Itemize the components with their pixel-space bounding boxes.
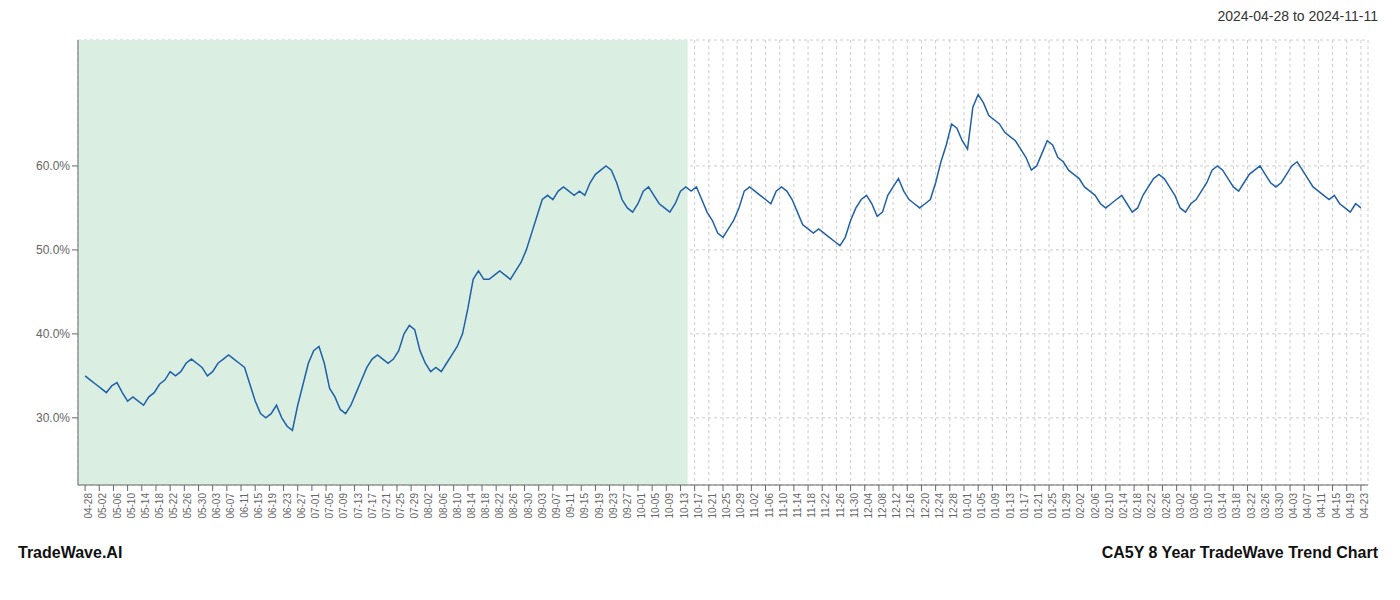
svg-text:01-29: 01-29 [1061, 493, 1072, 519]
svg-text:09-11: 09-11 [565, 493, 576, 518]
html-text:TradeWave.AI: TradeWave.AI [18, 544, 123, 561]
svg-text:03-06: 03-06 [1189, 493, 1200, 519]
svg-text:07-05: 07-05 [324, 493, 335, 519]
svg-text:08-10: 08-10 [452, 493, 463, 519]
svg-text:30.0%: 30.0% [36, 411, 70, 425]
svg-text:09-19: 09-19 [594, 493, 605, 519]
svg-text:05-30: 05-30 [197, 493, 208, 519]
svg-text:11-10: 11-10 [778, 493, 789, 518]
svg-text:12-08: 12-08 [877, 493, 888, 519]
svg-text:08-18: 08-18 [480, 493, 491, 519]
svg-text:11-14: 11-14 [792, 493, 803, 518]
svg-text:01-13: 01-13 [1005, 493, 1016, 519]
svg-text:07-17: 07-17 [367, 493, 378, 519]
svg-text:10-17: 10-17 [693, 493, 704, 519]
svg-text:05-06: 05-06 [112, 493, 123, 519]
svg-text:01-09: 01-09 [990, 493, 1001, 519]
svg-text:02-18: 02-18 [1132, 493, 1143, 519]
svg-text:09-03: 09-03 [537, 493, 548, 519]
svg-text:08-14: 08-14 [466, 493, 477, 519]
svg-text:04-28: 04-28 [83, 493, 94, 519]
svg-text:07-25: 07-25 [395, 493, 406, 519]
html-text:2024-04-28 to 2024-11-11: 2024-04-28 to 2024-11-11 [1217, 8, 1378, 24]
svg-text:06-11: 06-11 [239, 493, 250, 518]
svg-text:07-13: 07-13 [353, 493, 364, 519]
svg-text:02-26: 02-26 [1161, 493, 1172, 519]
svg-text:12-24: 12-24 [934, 493, 945, 519]
svg-text:04-19: 04-19 [1345, 493, 1356, 519]
svg-text:10-21: 10-21 [707, 493, 718, 519]
svg-text:01-17: 01-17 [1019, 493, 1030, 519]
svg-text:03-18: 03-18 [1231, 493, 1242, 519]
svg-text:07-09: 07-09 [338, 493, 349, 519]
svg-text:01-05: 01-05 [976, 493, 987, 519]
svg-text:11-18: 11-18 [806, 493, 817, 518]
svg-text:02-02: 02-02 [1075, 493, 1086, 519]
html-text:CA5Y 8 Year TradeWave Trend Ch: CA5Y 8 Year TradeWave Trend Chart [1101, 544, 1378, 561]
svg-text:08-22: 08-22 [494, 493, 505, 519]
svg-text:11-30: 11-30 [849, 493, 860, 518]
svg-text:04-07: 04-07 [1302, 493, 1313, 519]
svg-text:06-15: 06-15 [253, 493, 264, 519]
svg-text:03-22: 03-22 [1246, 493, 1257, 519]
svg-text:07-01: 07-01 [310, 493, 321, 519]
svg-text:60.0%: 60.0% [36, 159, 70, 173]
svg-text:04-15: 04-15 [1331, 493, 1342, 519]
svg-text:10-01: 10-01 [636, 493, 647, 519]
svg-text:01-25: 01-25 [1047, 493, 1058, 519]
svg-text:01-21: 01-21 [1033, 493, 1044, 519]
svg-text:11-26: 11-26 [835, 493, 846, 518]
svg-text:05-14: 05-14 [140, 493, 151, 519]
svg-text:07-21: 07-21 [381, 493, 392, 519]
svg-text:08-02: 08-02 [423, 493, 434, 519]
svg-text:12-12: 12-12 [891, 493, 902, 519]
svg-text:02-10: 02-10 [1104, 493, 1115, 519]
svg-text:03-10: 03-10 [1203, 493, 1214, 519]
svg-text:12-16: 12-16 [905, 493, 916, 519]
svg-text:01-01: 01-01 [962, 493, 973, 519]
svg-text:06-27: 06-27 [296, 493, 307, 519]
svg-text:10-05: 10-05 [650, 493, 661, 519]
svg-text:06-03: 06-03 [211, 493, 222, 519]
svg-text:08-06: 08-06 [438, 493, 449, 519]
svg-text:05-10: 05-10 [126, 493, 137, 519]
svg-text:11-02: 11-02 [749, 493, 760, 518]
svg-text:09-15: 09-15 [579, 493, 590, 519]
svg-text:05-26: 05-26 [182, 493, 193, 519]
svg-text:03-26: 03-26 [1260, 493, 1271, 519]
svg-text:07-29: 07-29 [409, 493, 420, 519]
svg-text:03-30: 03-30 [1274, 493, 1285, 519]
svg-text:02-14: 02-14 [1118, 493, 1129, 519]
svg-text:08-26: 08-26 [508, 493, 519, 519]
svg-text:10-13: 10-13 [679, 493, 690, 519]
svg-text:12-28: 12-28 [948, 493, 959, 519]
svg-text:50.0%: 50.0% [36, 243, 70, 257]
svg-text:04-03: 04-03 [1288, 493, 1299, 519]
svg-text:03-14: 03-14 [1217, 493, 1228, 519]
svg-text:10-25: 10-25 [721, 493, 732, 519]
svg-text:06-23: 06-23 [282, 493, 293, 519]
svg-text:02-06: 02-06 [1090, 493, 1101, 519]
svg-text:11-06: 11-06 [764, 493, 775, 518]
svg-text:06-19: 06-19 [267, 493, 278, 519]
svg-text:04-11: 04-11 [1316, 493, 1327, 518]
svg-text:12-04: 12-04 [863, 493, 874, 519]
svg-text:06-07: 06-07 [225, 493, 236, 519]
svg-text:05-22: 05-22 [168, 493, 179, 519]
svg-text:09-07: 09-07 [551, 493, 562, 519]
svg-text:09-27: 09-27 [622, 493, 633, 519]
svg-text:40.0%: 40.0% [36, 327, 70, 341]
svg-text:08-30: 08-30 [523, 493, 534, 519]
svg-text:09-23: 09-23 [608, 493, 619, 519]
svg-text:10-09: 10-09 [664, 493, 675, 519]
svg-text:10-29: 10-29 [735, 493, 746, 519]
svg-text:04-23: 04-23 [1359, 493, 1370, 519]
svg-text:05-18: 05-18 [154, 493, 165, 519]
svg-text:12-20: 12-20 [920, 493, 931, 519]
svg-text:03-02: 03-02 [1175, 493, 1186, 519]
svg-text:11-22: 11-22 [820, 493, 831, 518]
svg-text:05-02: 05-02 [97, 493, 108, 519]
svg-text:02-22: 02-22 [1146, 493, 1157, 519]
